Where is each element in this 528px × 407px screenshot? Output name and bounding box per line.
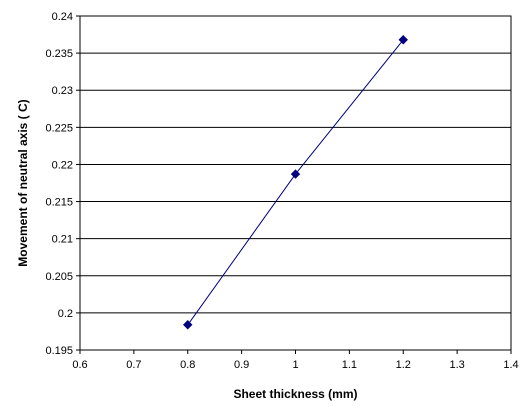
x-tick-label: 1.1 xyxy=(342,359,357,371)
data-point-marker xyxy=(183,320,193,330)
y-tick-label: 0.215 xyxy=(45,197,73,209)
gridlines xyxy=(80,52,511,314)
y-tick-label: 0.21 xyxy=(52,234,73,246)
y-tick-label: 0.22 xyxy=(52,159,73,171)
y-tick-label: 0.195 xyxy=(45,345,73,357)
y-tick-label: 0.225 xyxy=(45,122,73,134)
x-axis-ticks: 0.6 0.7 0.8 0.9 1 1.1 1.2 1.3 1.4 xyxy=(72,350,519,371)
data-point-marker xyxy=(398,35,408,45)
series xyxy=(183,35,408,330)
x-tick-label: 1.3 xyxy=(449,359,464,371)
y-axis-ticks: 0.195 0.2 0.205 0.21 0.215 0.22 0.225 0.23 0.235… xyxy=(45,11,80,357)
x-tick-label: 1.2 xyxy=(396,359,411,371)
x-tick-label: 0.6 xyxy=(72,359,87,371)
x-tick-label: 0.7 xyxy=(126,359,141,371)
y-tick-label: 0.205 xyxy=(45,271,73,283)
y-tick-label: 0.235 xyxy=(45,48,73,60)
x-tick-label: 1.4 xyxy=(503,359,518,371)
y-tick-label: 0.2 xyxy=(58,308,73,320)
x-axis-title: Sheet thickness (mm) xyxy=(233,387,357,401)
x-tick-label: 1 xyxy=(292,359,298,371)
y-tick-label: 0.24 xyxy=(52,11,73,23)
data-point-marker xyxy=(290,169,301,179)
y-axis-title: Movement of neutral axis ( C) xyxy=(16,99,30,266)
x-tick-label: 0.9 xyxy=(234,359,249,371)
x-tick-label: 0.8 xyxy=(180,359,195,371)
y-tick-label: 0.23 xyxy=(52,85,73,97)
